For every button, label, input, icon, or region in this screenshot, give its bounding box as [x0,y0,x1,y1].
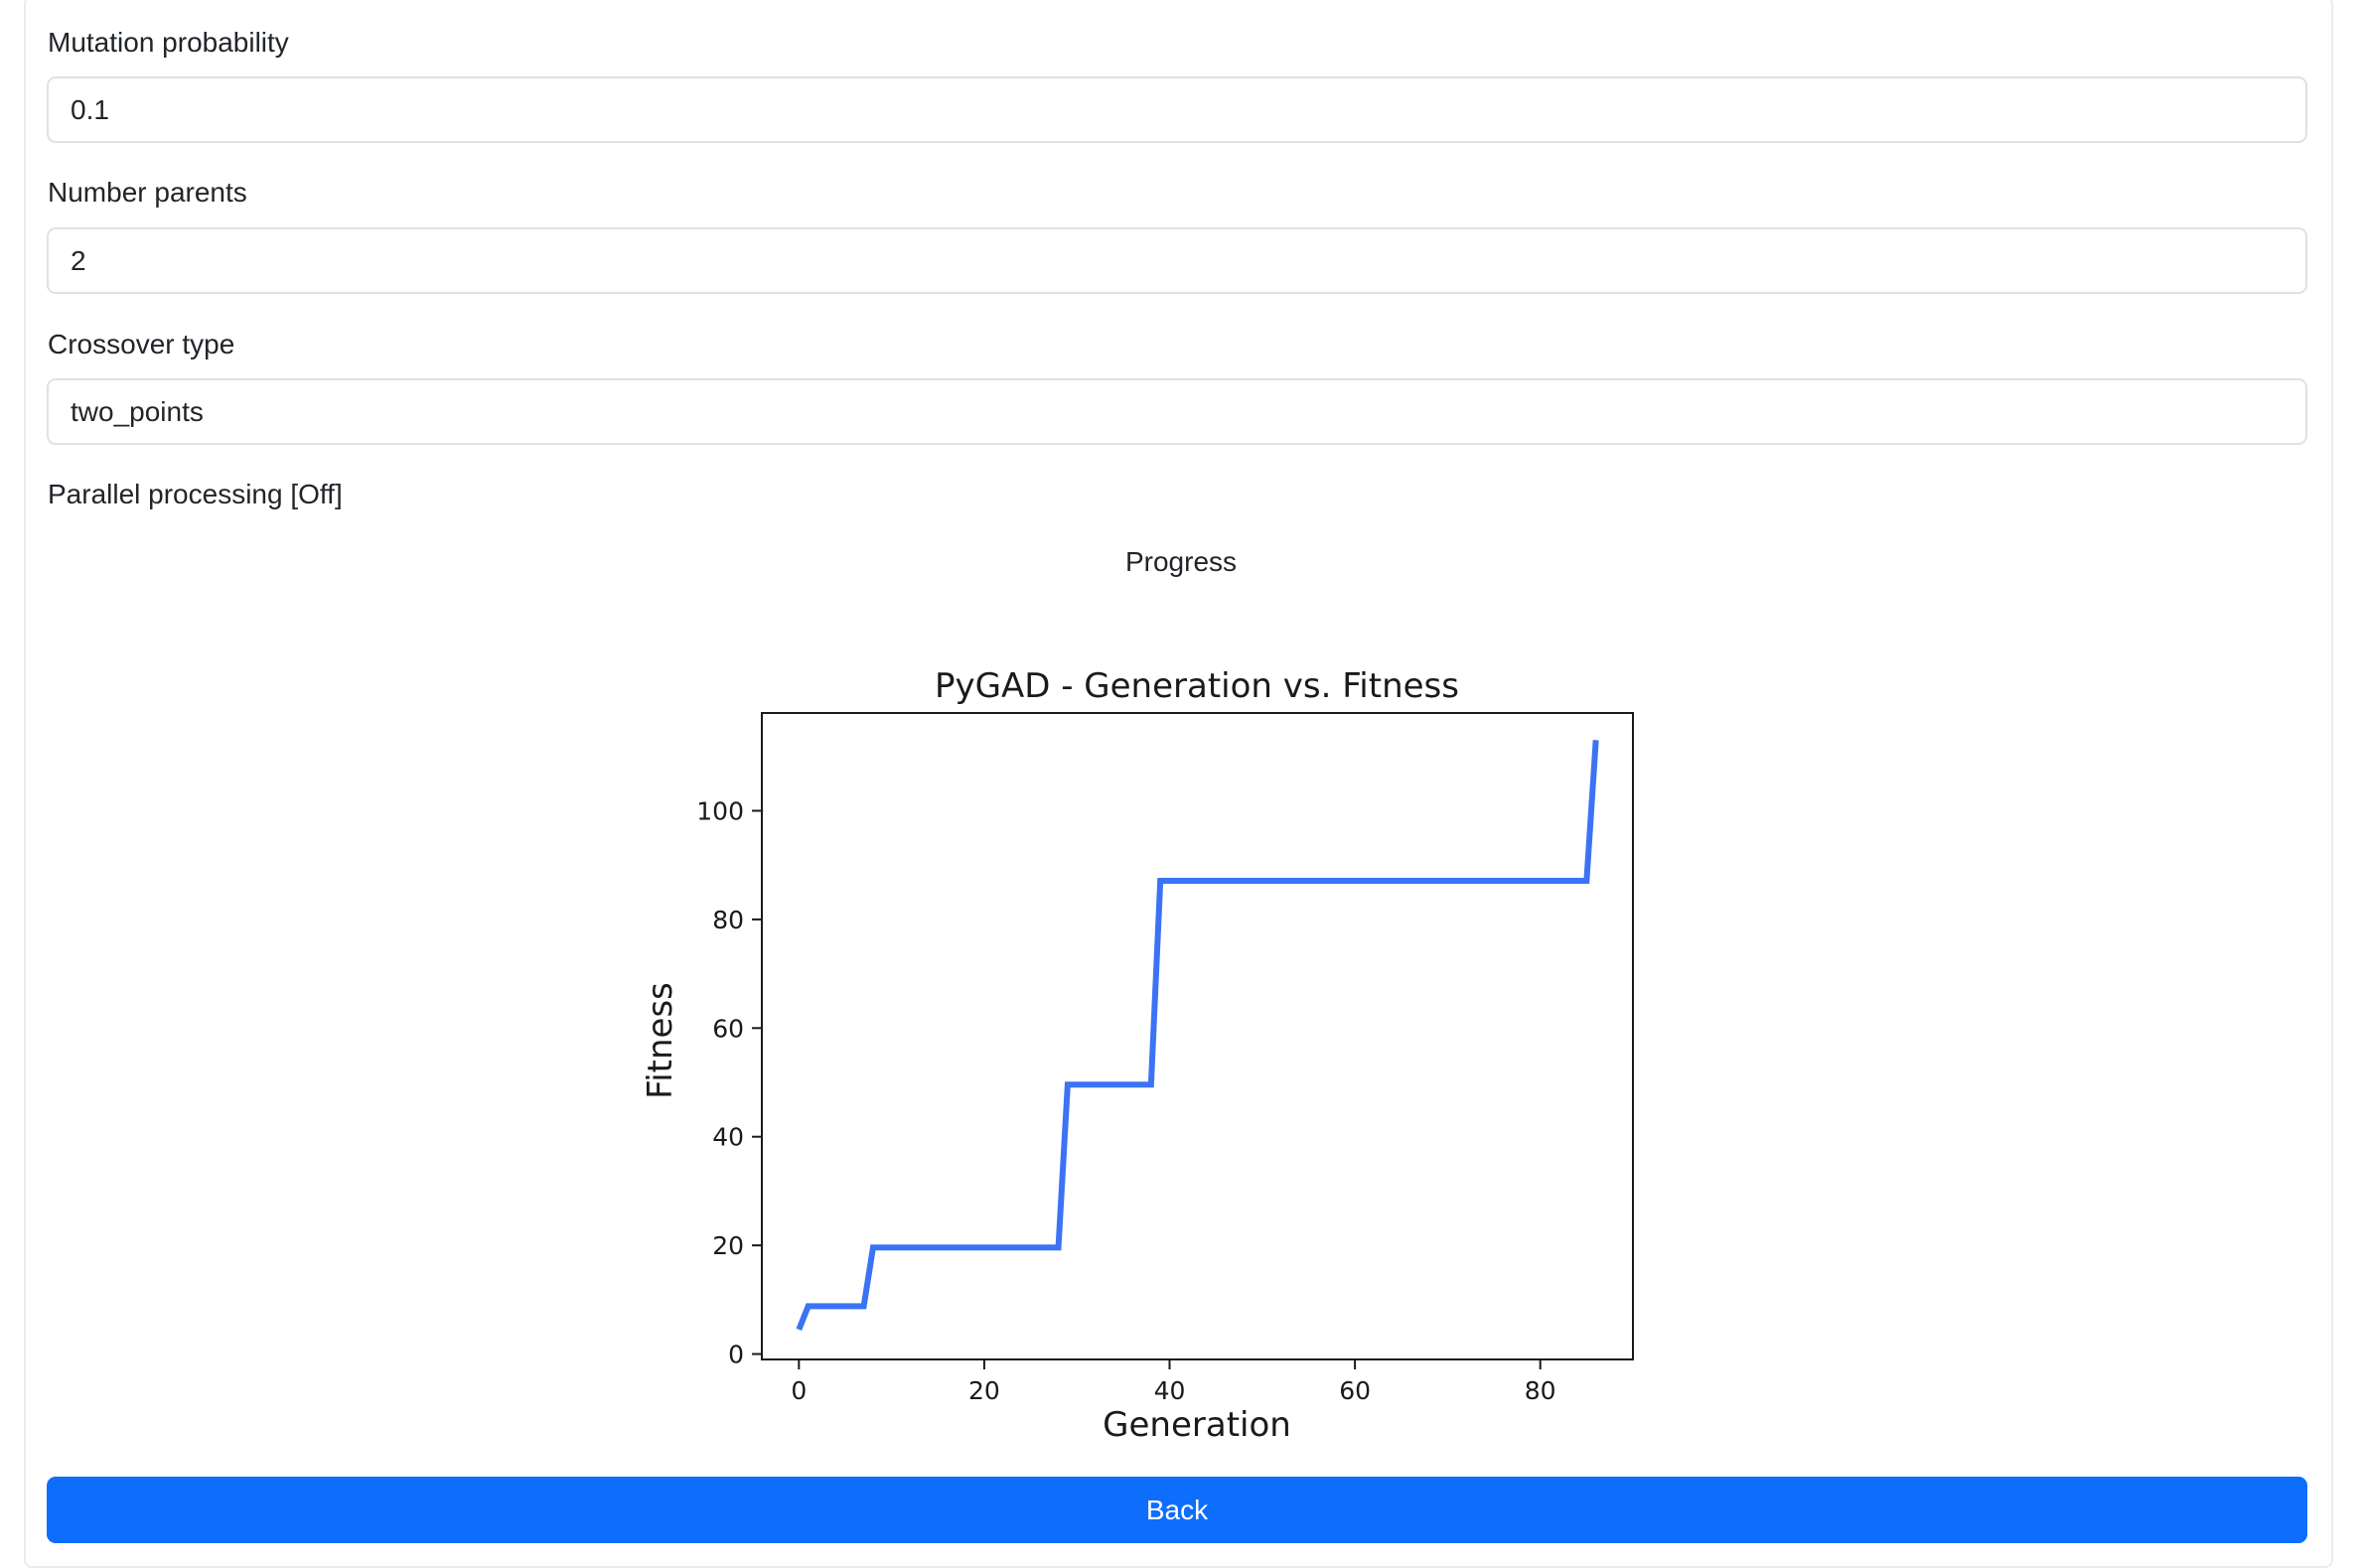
parallel-processing-label: Parallel processing [Off] [48,479,343,509]
fitness-chart-svg: PyGAD - Generation vs. Fitness 0 20 40 60 80… [641,666,1634,1445]
mutation-probability-input[interactable] [47,76,2307,143]
crossover-type-input[interactable] [47,378,2307,445]
number-parents-label: Number parents [48,177,247,208]
y-tick-label: 60 [712,1014,744,1043]
x-tick-label: 60 [1339,1376,1371,1405]
y-tick-label: 80 [712,906,744,934]
number-parents-input[interactable] [47,227,2307,294]
x-axis-label: Generation [1103,1405,1291,1445]
y-tick-label: 40 [712,1123,744,1152]
y-tick-label: 100 [696,796,744,825]
x-tick-label: 40 [1154,1376,1186,1405]
back-button[interactable]: Back [47,1477,2307,1543]
plot-area [761,712,1634,1360]
y-tick-label: 20 [712,1231,744,1260]
fitness-chart: PyGAD - Generation vs. Fitness 0 20 40 60 80… [616,636,1708,1450]
y-axis-ticks: 0 20 40 60 80 100 [696,796,762,1369]
x-tick-label: 20 [968,1376,1000,1405]
crossover-type-label: Crossover type [48,329,235,359]
y-axis-label: Fitness [641,982,680,1099]
x-axis-ticks: 0 20 40 60 80 [791,1359,1556,1405]
x-tick-label: 80 [1525,1376,1556,1405]
chart-title: PyGAD - Generation vs. Fitness [935,666,1459,706]
y-tick-label: 0 [728,1341,744,1369]
mutation-probability-label: Mutation probability [48,27,289,58]
x-tick-label: 0 [791,1376,807,1405]
fitness-series-line [796,740,1599,1332]
progress-heading: Progress [1124,546,1238,577]
